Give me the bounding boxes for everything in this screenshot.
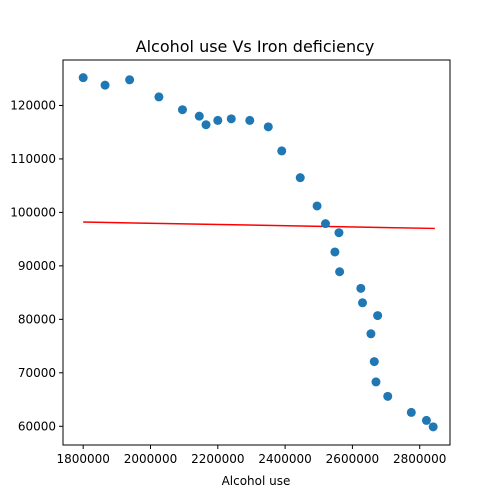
fit-line-layer xyxy=(83,221,435,230)
x-tick-label: 2600000 xyxy=(326,452,379,466)
data-point xyxy=(406,407,416,417)
chart-title: Alcohol use Vs Iron deficiency xyxy=(136,37,375,56)
y-tick-label: 80000 xyxy=(18,312,56,326)
plot-area xyxy=(63,60,450,445)
data-point xyxy=(335,267,345,277)
y-tick-label: 60000 xyxy=(18,419,56,433)
x-tick-label: 2400000 xyxy=(258,452,311,466)
data-point xyxy=(277,146,287,156)
y-tick-label: 70000 xyxy=(18,366,56,380)
data-point xyxy=(78,73,88,83)
x-axis-label: Alcohol use xyxy=(222,474,291,488)
data-point xyxy=(428,422,438,432)
data-point xyxy=(312,201,322,211)
x-tick-label: 2200000 xyxy=(191,452,244,466)
data-point xyxy=(421,415,431,425)
data-point xyxy=(330,247,340,257)
data-point xyxy=(154,92,164,102)
data-point xyxy=(356,283,366,293)
data-point xyxy=(371,377,381,387)
data-point xyxy=(245,115,255,125)
plot-frame xyxy=(62,59,451,446)
data-point xyxy=(295,173,305,183)
data-point xyxy=(373,311,383,321)
data-point xyxy=(125,75,135,85)
fit-line xyxy=(83,221,435,230)
y-tick-label: 90000 xyxy=(18,259,56,273)
points-layer xyxy=(78,73,438,432)
data-point xyxy=(320,219,330,229)
data-point xyxy=(383,391,393,401)
data-point xyxy=(369,357,379,367)
x-tick-label: 2800000 xyxy=(393,452,446,466)
data-point xyxy=(334,228,344,238)
y-axis-ticks: 60000 70000 80000 90000 100000 110000 120000 xyxy=(10,98,63,433)
data-point xyxy=(100,80,110,90)
data-point xyxy=(213,115,223,125)
data-point xyxy=(226,114,236,124)
data-point xyxy=(263,122,273,132)
y-tick-label: 110000 xyxy=(10,152,56,166)
y-tick-label: 100000 xyxy=(10,205,56,219)
data-point xyxy=(194,111,204,121)
x-axis-ticks: 1800000 2000000 2200000 2400000 2600000 28000… xyxy=(56,445,446,466)
x-tick-label: 1800000 xyxy=(56,452,109,466)
data-point xyxy=(177,105,187,115)
data-point xyxy=(201,120,211,130)
data-point xyxy=(358,298,368,308)
data-point xyxy=(366,329,376,339)
x-tick-label: 2000000 xyxy=(124,452,177,466)
y-tick-label: 120000 xyxy=(10,98,56,112)
